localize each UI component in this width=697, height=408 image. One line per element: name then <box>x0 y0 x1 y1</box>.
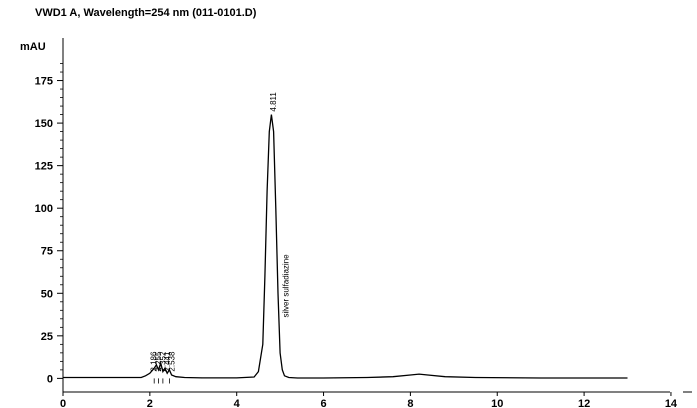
cluster-peak-label: 2.538 <box>167 351 176 372</box>
x-tick-label: 4 <box>234 398 241 408</box>
x-tick-label: 10 <box>491 398 503 408</box>
axes <box>62 38 692 393</box>
x-tick-label: 0 <box>60 398 66 408</box>
peak-label-retention-time: 4.811 <box>269 92 278 112</box>
y-axis-ticks: 0 25 50 75 100 125 150 175 <box>35 63 63 385</box>
trace-group <box>63 114 628 384</box>
x-tick-label: 14 <box>665 398 678 408</box>
chart-title: VWD1 A, Wavelength=254 nm (011-0101.D) <box>35 7 257 19</box>
y-tick-label: 125 <box>35 161 53 173</box>
y-tick-label: 175 <box>35 76 53 88</box>
y-axis-unit-label: mAU <box>20 41 46 53</box>
x-tick-label: 6 <box>320 398 326 408</box>
y-tick-label: 75 <box>41 246 53 258</box>
y-tick-label: 50 <box>41 288 53 300</box>
chromatogram-trace <box>63 114 628 379</box>
cluster-peak-label: 2.352 <box>158 351 167 372</box>
y-tick-label: 25 <box>41 331 53 343</box>
y-tick-label: 100 <box>35 203 53 215</box>
x-tick-label: 12 <box>578 398 590 408</box>
y-tick-label: 150 <box>35 118 53 130</box>
x-tick-label: 2 <box>147 398 153 408</box>
peak-labels: 4.811 silver sulfadiazine 2.1862.2552.3522… <box>149 92 290 372</box>
x-tick-label: 8 <box>407 398 413 408</box>
cluster-peak-label: 2.186 <box>149 351 158 372</box>
y-tick-label: 0 <box>47 373 53 385</box>
x-axis-ticks: 0 2 4 6 8 10 12 14 <box>60 392 678 408</box>
cluster-peak-label: 2.255 <box>154 351 163 372</box>
peak-label-compound: silver sulfadiazine <box>281 254 290 318</box>
cluster-peak-label: 2.441 <box>163 351 172 372</box>
